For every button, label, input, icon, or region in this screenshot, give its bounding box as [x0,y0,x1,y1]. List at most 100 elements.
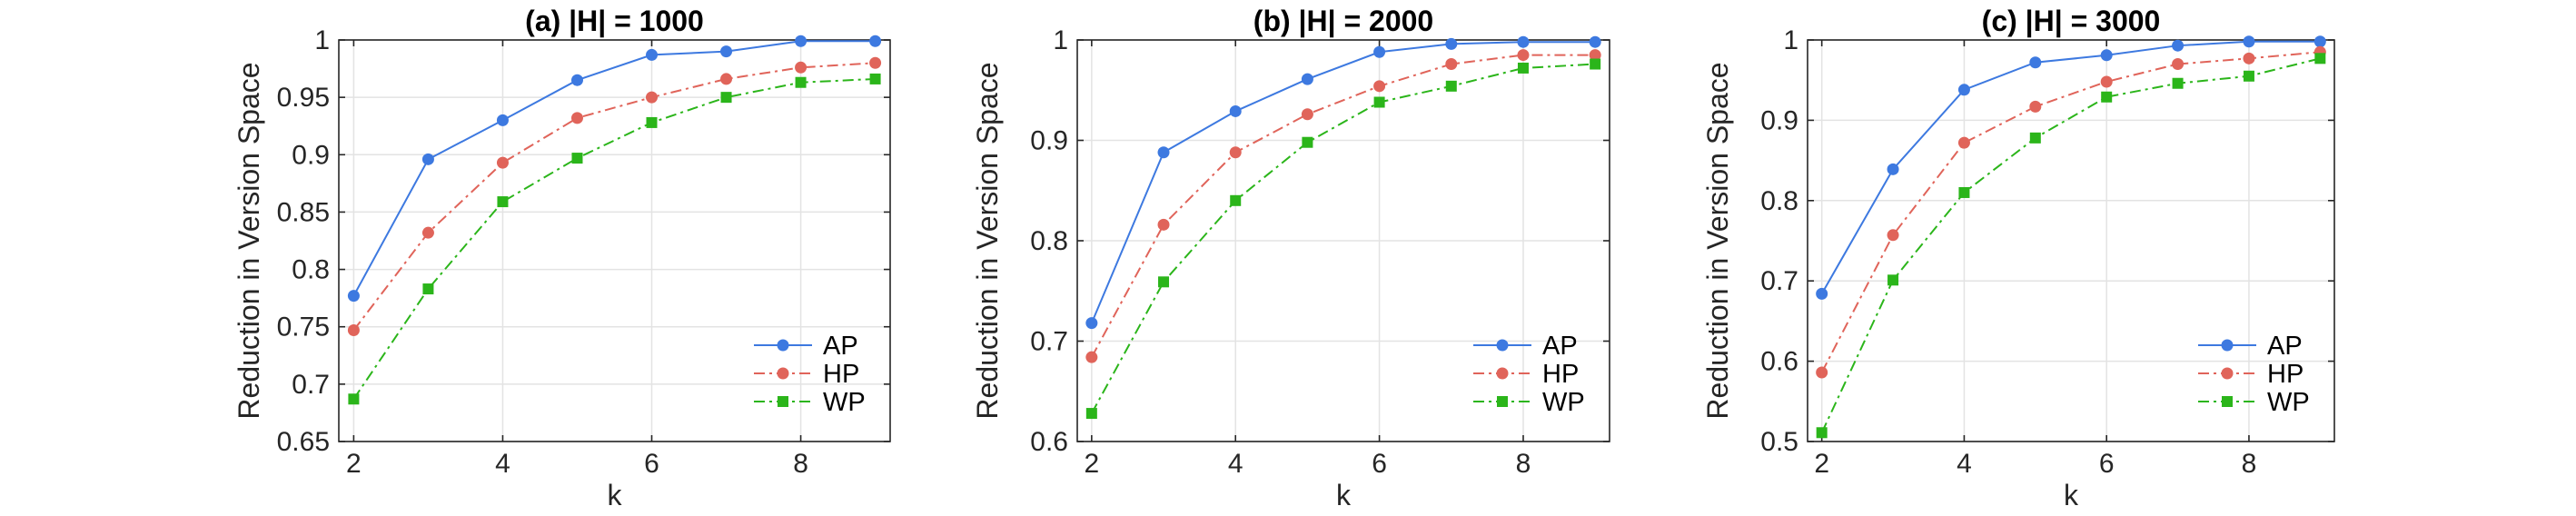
y-tick-label: 0.9 [1760,105,1798,135]
series-line-hp [1820,51,2321,373]
legend-marker-hp [2221,367,2234,380]
x-tick-label: 4 [495,449,510,479]
data-point-wp [1590,58,1601,70]
data-point-wp [1373,96,1385,108]
data-point-wp [2029,132,2041,144]
y-tick-label: 0.65 [277,427,330,457]
axes-box [338,39,891,442]
data-point-hp [570,112,583,124]
data-point-hp [795,61,807,74]
data-point-hp [1301,108,1313,121]
data-point-hp [1589,49,1601,62]
data-point-hp [1957,136,1970,149]
data-point-ap [570,74,583,86]
data-point-hp [1517,49,1530,62]
plot-area [339,40,890,442]
y-tick-label: 0.6 [1760,347,1798,377]
legend-marker-hp [1496,367,1509,380]
y-tick-label: 0.5 [1760,427,1798,457]
data-point-wp [869,73,881,84]
data-point-wp [422,283,434,295]
x-axis-label: k [2064,479,2079,511]
data-point-wp [1958,186,1970,198]
data-point-wp [1085,408,1097,420]
data-point-ap [496,114,509,126]
y-tick-label: 0.6 [1030,427,1068,457]
x-axis-label: k [608,479,623,511]
data-point-hp [1157,218,1170,231]
legend-label-ap: AP [823,332,858,361]
legend-label-hp: HP [2267,360,2304,389]
series-line-hp [352,62,876,332]
data-point-hp [1887,229,1899,242]
y-tick-label: 0.7 [1760,266,1798,296]
data-point-ap [1887,163,1899,175]
data-point-wp [2172,77,2184,89]
legend-label-wp: WP [2267,388,2310,417]
data-point-ap [2029,56,2042,69]
series-line-wp [352,77,876,400]
data-point-wp [2101,91,2113,103]
data-point-wp [497,196,509,208]
data-point-hp [2243,52,2255,64]
chart-panel-2: 2 4 6 8 0.5 0.6 0.7 0.8 0.9 1 k Reduction in Versio… [1701,5,2335,511]
y-axis-label: Reduction in Version Space [971,62,1004,419]
data-point-hp [720,73,733,85]
data-point-ap [1816,287,1828,300]
y-axis-label: Reduction in Version Space [1701,62,1734,419]
y-tick-label: 1 [1053,25,1068,55]
data-point-ap [1301,73,1313,85]
axes-box [1807,39,2335,442]
data-point-ap [2100,49,2113,62]
chart-title: (a) |H| = 1000 [525,5,704,37]
legend-marker-ap [777,339,789,352]
x-tick-label: 8 [2242,449,2257,479]
x-axis-label: k [1336,479,1352,511]
data-point-ap [1445,37,1458,50]
data-point-wp [1302,136,1313,148]
chart-title: (c) |H| = 3000 [1982,5,2161,37]
data-point-ap [1517,35,1530,48]
data-point-ap [869,35,882,47]
data-point-ap [1589,35,1601,48]
y-tick-label: 0.7 [1030,327,1068,357]
series-line-ap [1820,40,2321,294]
data-point-ap [1157,146,1170,159]
series-line-wp [1820,57,2321,433]
data-point-ap [1373,45,1386,58]
legend-label-hp: HP [1542,360,1579,389]
data-point-ap [347,290,360,303]
y-tick-label: 0.95 [277,83,330,113]
data-point-wp [1230,194,1242,206]
x-tick-label: 2 [346,449,362,479]
data-point-hp [2172,58,2185,71]
legend-marker-ap [1496,339,1509,352]
data-point-hp [1229,146,1242,159]
data-point-hp [347,324,360,337]
y-tick-label: 0.85 [277,197,330,227]
data-point-ap [1229,104,1242,117]
series-line-hp [1090,54,1596,358]
y-tick-label: 1 [1783,25,1798,55]
y-axis-label: Reduction in Version Space [233,62,265,419]
y-tick-label: 0.75 [277,313,330,342]
x-tick-label: 2 [1084,449,1099,479]
data-point-wp [571,153,583,164]
data-point-wp [720,92,732,104]
data-point-hp [2100,75,2113,88]
legend-marker-wp [2222,396,2233,407]
series-line-ap [1090,41,1596,323]
series-line-ap [352,40,876,297]
data-point-ap [720,45,733,58]
legend-label-ap: AP [2267,332,2303,361]
data-point-ap [2243,35,2255,48]
data-point-wp [1816,427,1828,439]
data-point-hp [1816,366,1828,379]
y-tick-label: 0.9 [1030,126,1068,156]
data-point-hp [869,56,882,69]
data-point-hp [1085,351,1098,363]
plot-area [1808,40,2334,442]
data-point-hp [1445,58,1458,71]
legend-label-ap: AP [1542,332,1578,361]
